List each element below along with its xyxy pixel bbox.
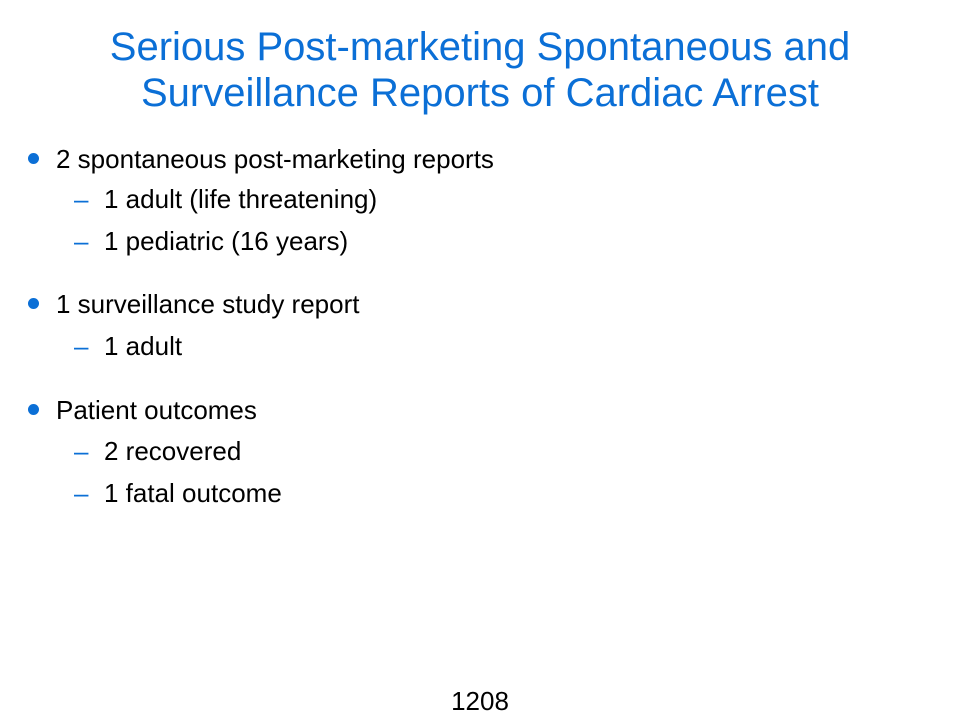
bullet-text: 2 spontaneous post-marketing reports — [56, 144, 494, 174]
bullet-dot-icon — [28, 404, 39, 415]
sub-bullet-text: 1 fatal outcome — [104, 478, 282, 508]
dash-icon: – — [74, 226, 89, 256]
bullet-text: 1 surveillance study report — [56, 289, 360, 319]
page-number: 1208 — [451, 686, 509, 716]
dash-icon: – — [74, 436, 89, 466]
dash-icon: – — [74, 331, 89, 361]
sub-bullet-text: 1 adult (life threatening) — [104, 184, 378, 214]
bullet-text: Patient outcomes — [56, 395, 257, 425]
sub-bullet-text: 1 adult — [104, 331, 183, 361]
slide-title: Serious Post-marketing Spontaneous and S… — [0, 24, 960, 116]
slide-title-line-2: Surveillance Reports of Cardiac Arrest — [140, 71, 820, 115]
dash-icon: – — [74, 184, 89, 214]
bullet-dot-icon — [28, 298, 39, 309]
slide-title-line-1: Serious Post-marketing Spontaneous and — [109, 25, 851, 69]
bullet-dot-icon — [28, 153, 39, 164]
dash-icon: – — [74, 478, 89, 508]
sub-bullet-text: 1 pediatric (16 years) — [104, 226, 349, 256]
sub-bullet-text: 2 recovered — [104, 436, 242, 466]
